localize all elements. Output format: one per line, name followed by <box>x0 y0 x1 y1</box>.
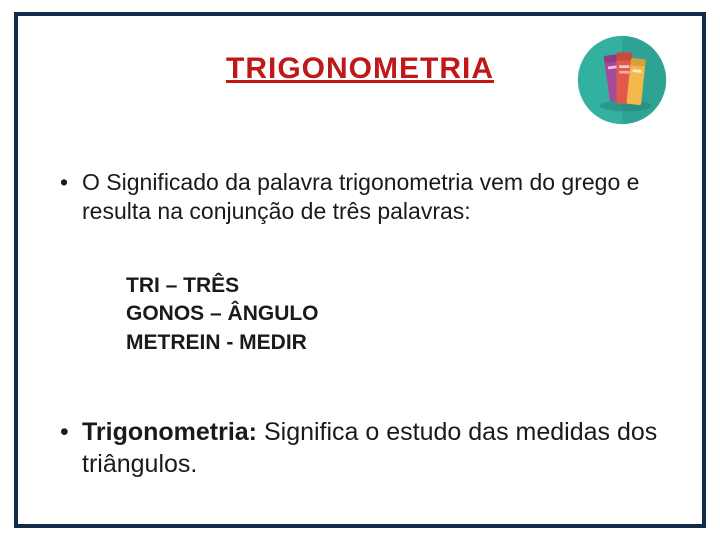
bullet-marker: • <box>60 168 68 197</box>
intro-text: O Significado da palavra trigonometria v… <box>82 168 660 227</box>
etymology-block: TRI – TRÊS GONOS – ÂNGULO METREIN - MEDI… <box>126 272 319 357</box>
etym-line-3: METREIN - MEDIR <box>126 329 319 357</box>
definition-text: Trigonometria: Significa o estudo das me… <box>82 416 660 480</box>
definition-term: Trigonometria: <box>82 418 257 446</box>
bullet-marker: • <box>60 416 69 448</box>
etym-line-2: GONOS – ÂNGULO <box>126 300 319 328</box>
slide-title: TRIGONOMETRIA <box>226 52 494 86</box>
definition-paragraph: • Trigonometria: Significa o estudo das … <box>60 416 660 480</box>
books-icon <box>576 34 668 126</box>
etym-line-1: TRI – TRÊS <box>126 272 319 300</box>
slide-frame: TRIGONOMETRIA <box>14 12 706 528</box>
intro-paragraph: • O Significado da palavra trigonometria… <box>60 168 660 227</box>
